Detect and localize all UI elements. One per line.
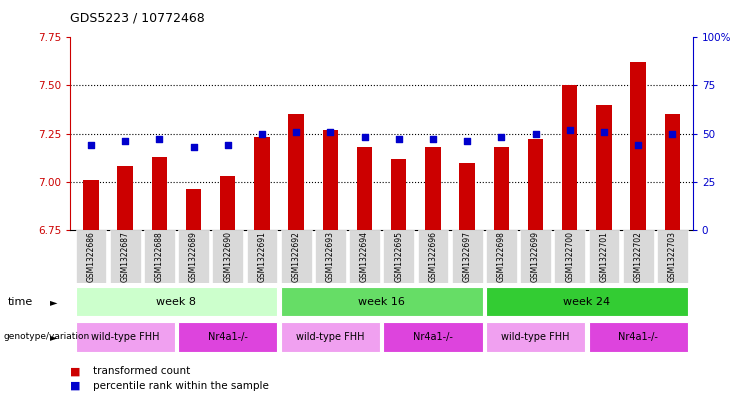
Bar xyxy=(76,287,277,316)
Text: ►: ► xyxy=(50,297,58,307)
Bar xyxy=(417,230,448,283)
Bar xyxy=(281,322,380,352)
Point xyxy=(461,138,473,145)
Bar xyxy=(144,230,175,283)
Text: wild-type FHH: wild-type FHH xyxy=(296,332,365,342)
Point xyxy=(325,129,336,135)
Bar xyxy=(288,114,304,230)
Bar xyxy=(117,166,133,230)
Bar xyxy=(349,230,380,283)
Bar xyxy=(665,114,680,230)
Point xyxy=(666,130,678,137)
Bar xyxy=(178,230,209,283)
Point xyxy=(598,129,610,135)
Text: GSM1322701: GSM1322701 xyxy=(599,231,608,282)
Point xyxy=(427,136,439,143)
Text: week 8: week 8 xyxy=(156,297,196,307)
Bar xyxy=(631,62,646,230)
Point xyxy=(359,134,370,141)
Text: GSM1322688: GSM1322688 xyxy=(155,231,164,282)
Bar xyxy=(220,176,236,230)
Bar xyxy=(281,230,311,283)
Bar xyxy=(322,130,338,230)
Point xyxy=(85,142,97,148)
Text: Nr4a1-/-: Nr4a1-/- xyxy=(207,332,247,342)
Bar xyxy=(425,147,441,230)
Text: GSM1322695: GSM1322695 xyxy=(394,231,403,282)
Text: GSM1322693: GSM1322693 xyxy=(326,231,335,282)
Text: week 24: week 24 xyxy=(563,297,611,307)
Bar xyxy=(486,287,688,316)
Point xyxy=(290,129,302,135)
Bar xyxy=(383,322,482,352)
Text: week 16: week 16 xyxy=(358,297,405,307)
Text: GSM1322687: GSM1322687 xyxy=(121,231,130,282)
Text: GSM1322686: GSM1322686 xyxy=(87,231,96,282)
Point xyxy=(256,130,268,137)
Text: wild-type FHH: wild-type FHH xyxy=(501,332,570,342)
Point xyxy=(153,136,165,143)
Point xyxy=(222,142,233,148)
Bar xyxy=(588,230,619,283)
Point xyxy=(119,138,131,145)
Bar xyxy=(391,159,406,230)
Text: GSM1322690: GSM1322690 xyxy=(223,231,232,282)
Text: GSM1322702: GSM1322702 xyxy=(634,231,642,282)
Text: ■: ■ xyxy=(70,381,81,391)
Bar xyxy=(247,230,277,283)
Text: GSM1322694: GSM1322694 xyxy=(360,231,369,282)
Point xyxy=(393,136,405,143)
Bar xyxy=(357,147,372,230)
Bar xyxy=(622,230,654,283)
Bar xyxy=(459,163,475,230)
Bar xyxy=(152,157,167,230)
Bar xyxy=(528,140,543,230)
Bar xyxy=(383,230,414,283)
Point xyxy=(632,142,644,148)
Bar xyxy=(254,138,270,230)
Bar xyxy=(76,322,175,352)
Text: GSM1322703: GSM1322703 xyxy=(668,231,677,282)
Bar xyxy=(597,105,611,230)
Point xyxy=(496,134,508,141)
Bar xyxy=(554,230,585,283)
Bar xyxy=(315,230,346,283)
Point xyxy=(187,144,199,150)
Bar xyxy=(486,322,585,352)
Bar xyxy=(486,230,516,283)
Bar xyxy=(452,230,482,283)
Text: wild-type FHH: wild-type FHH xyxy=(91,332,159,342)
Bar xyxy=(213,230,243,283)
Text: GSM1322699: GSM1322699 xyxy=(531,231,540,282)
Text: GSM1322691: GSM1322691 xyxy=(257,231,267,282)
Text: genotype/variation: genotype/variation xyxy=(4,332,90,342)
Bar xyxy=(110,230,141,283)
Text: GSM1322696: GSM1322696 xyxy=(428,231,437,282)
Text: Nr4a1-/-: Nr4a1-/- xyxy=(618,332,658,342)
Text: GSM1322700: GSM1322700 xyxy=(565,231,574,282)
Text: time: time xyxy=(7,297,33,307)
Bar xyxy=(281,287,482,316)
Bar xyxy=(186,189,202,230)
Text: GSM1322692: GSM1322692 xyxy=(292,231,301,282)
Bar xyxy=(520,230,551,283)
Bar xyxy=(178,322,277,352)
Text: GSM1322697: GSM1322697 xyxy=(462,231,471,282)
Bar xyxy=(562,85,577,230)
Bar xyxy=(83,180,99,230)
Point xyxy=(564,127,576,133)
Text: GDS5223 / 10772468: GDS5223 / 10772468 xyxy=(70,12,205,25)
Text: ►: ► xyxy=(50,332,58,342)
Bar xyxy=(494,147,509,230)
Bar xyxy=(588,322,688,352)
Text: Nr4a1-/-: Nr4a1-/- xyxy=(413,332,453,342)
Bar xyxy=(657,230,688,283)
Text: transformed count: transformed count xyxy=(93,366,190,376)
Text: GSM1322698: GSM1322698 xyxy=(496,231,506,282)
Point xyxy=(530,130,542,137)
Text: GSM1322689: GSM1322689 xyxy=(189,231,198,282)
Text: ■: ■ xyxy=(70,366,81,376)
Bar xyxy=(76,230,106,283)
Text: percentile rank within the sample: percentile rank within the sample xyxy=(93,381,268,391)
